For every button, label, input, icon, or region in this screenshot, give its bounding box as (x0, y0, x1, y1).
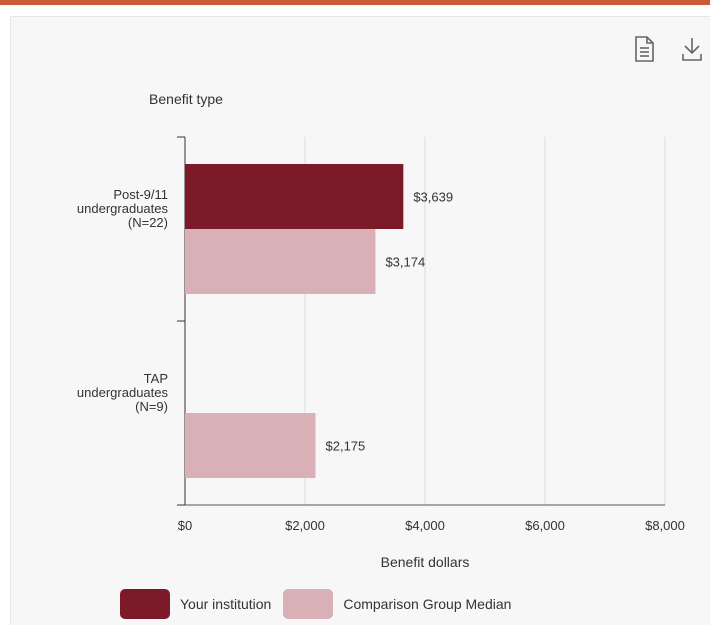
data-label: $3,174 (385, 255, 425, 270)
bar (185, 229, 376, 294)
category-label: undergraduates (77, 201, 169, 216)
chart-legend: Your institution Comparison Group Median (120, 588, 523, 620)
x-tick-label: $4,000 (405, 518, 445, 533)
category-label: (N=9) (135, 399, 168, 414)
x-tick-label: $2,000 (285, 518, 325, 533)
legend-swatch-your-institution (120, 589, 170, 619)
x-tick-label: $6,000 (525, 518, 565, 533)
category-label: (N=22) (128, 215, 168, 230)
category-label: Post-9/11 (113, 187, 168, 202)
document-icon[interactable] (632, 34, 656, 64)
category-label: undergraduates (77, 385, 169, 400)
category-label: TAP (144, 371, 168, 386)
legend-label-your-institution: Your institution (180, 596, 272, 612)
legend-item-comparison-group-median[interactable]: Comparison Group Median (283, 589, 511, 619)
y-axis-title: Benefit type (149, 91, 223, 107)
x-tick-label: $0 (178, 518, 192, 533)
data-label: $3,639 (413, 190, 453, 205)
legend-item-your-institution[interactable]: Your institution (120, 589, 271, 619)
legend-swatch-comparison-group-median (283, 589, 334, 619)
bar (185, 413, 316, 478)
bar (185, 164, 404, 229)
x-axis-title: Benefit dollars (381, 554, 470, 570)
data-label: $2,175 (326, 439, 366, 454)
legend-label-comparison-group-median: Comparison Group Median (343, 596, 512, 612)
download-icon[interactable] (680, 34, 704, 64)
top-accent-rule (0, 0, 710, 5)
x-tick-label: $8,000 (645, 518, 685, 533)
